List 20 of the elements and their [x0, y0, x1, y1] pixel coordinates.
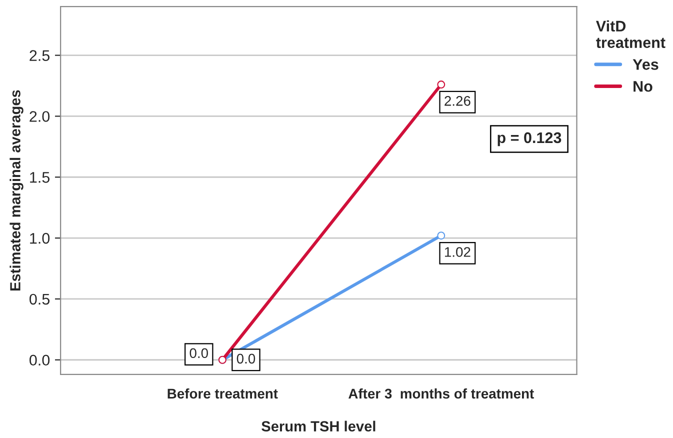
legend-title: VitD treatment [596, 20, 666, 48]
data-label: 0.0 [190, 348, 208, 358]
legend-label: No [634, 81, 652, 92]
y-tick-label: 2.5 [30, 50, 50, 61]
point [437, 80, 446, 89]
annotation: p = 0.123 [498, 132, 562, 146]
data-label: 1.02 [444, 247, 470, 257]
x-tick-label: After 3 months of treatment [348, 388, 534, 399]
y-tick-label: 1.5 [30, 172, 50, 183]
y-axis-title: Estimated marginal averages [10, 90, 24, 290]
point [437, 232, 446, 240]
data-label: 0.0 [236, 354, 256, 364]
x-axis-title: Serum TSH level [262, 420, 376, 432]
x-tick-label: Before treatment [168, 388, 278, 399]
y-tick-label: 0.0 [30, 354, 50, 366]
legend-label: Yes [632, 59, 658, 70]
y-tick-label: 0.5 [30, 294, 50, 305]
y-tick-label: 2.0 [30, 111, 50, 122]
data-label: 2.26 [444, 96, 470, 106]
y-tick-label: 1.0 [30, 232, 50, 244]
